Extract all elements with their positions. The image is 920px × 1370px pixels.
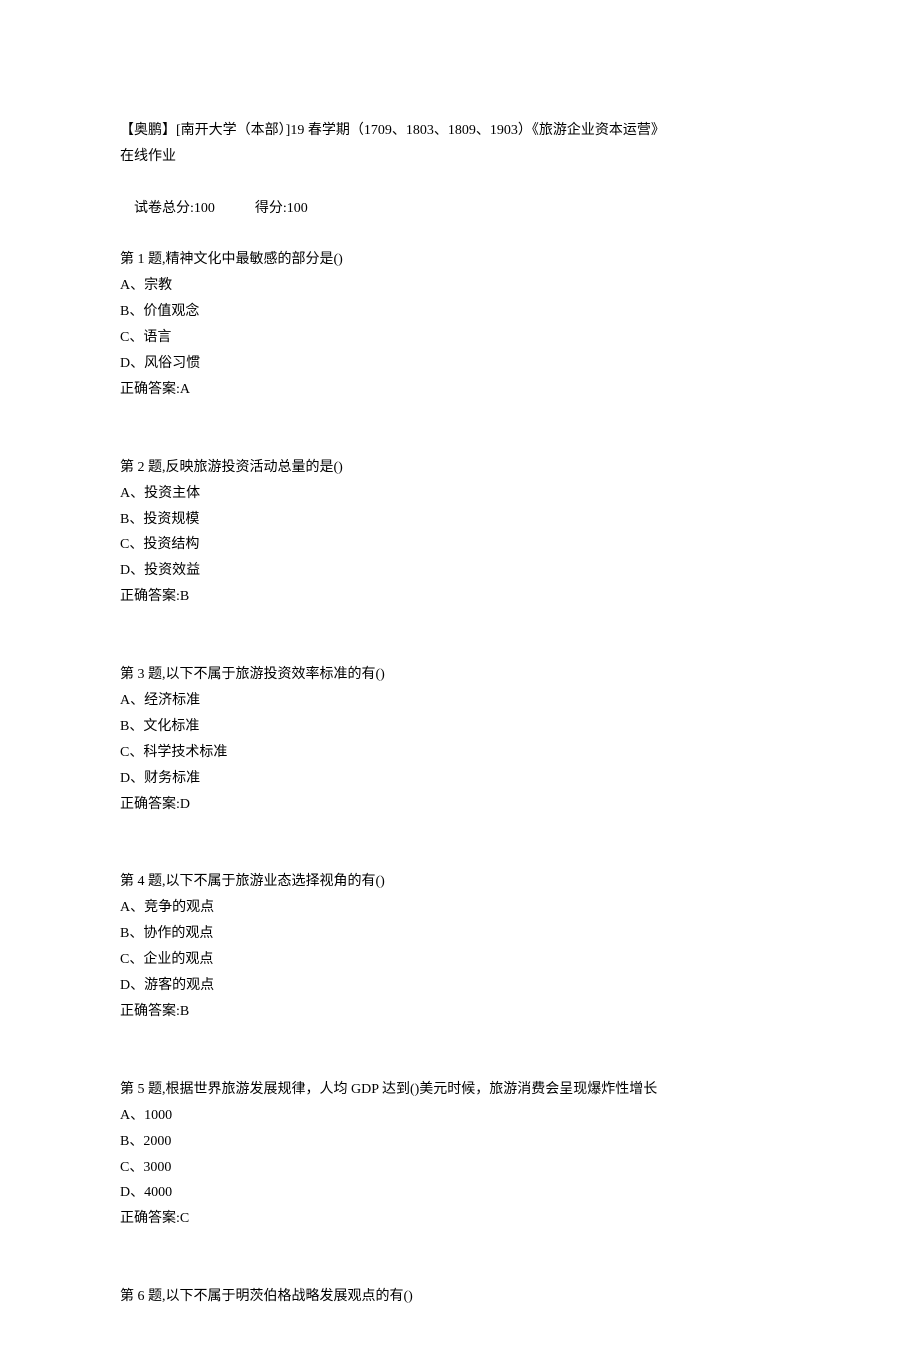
question-option: D、4000 [120,1180,800,1206]
question-option: C、科学技术标准 [120,740,800,766]
question-option: B、协作的观点 [120,921,800,947]
document-page: 【奥鹏】[南开大学（本部）]19 春学期（1709、1803、1809、1903… [0,0,920,1370]
question-option: C、3000 [120,1155,800,1181]
question-option: B、文化标准 [120,714,800,740]
question-answer: 正确答案:A [120,377,800,403]
question-option: A、竞争的观点 [120,895,800,921]
score-line: 试卷总分:100 得分:100 [120,170,800,248]
question-option: B、投资规模 [120,507,800,533]
question-answer: 正确答案:B [120,584,800,610]
question-block: 第 3 题,以下不属于旅游投资效率标准的有()A、经济标准B、文化标准C、科学技… [120,662,800,817]
question-prompt: 第 5 题,根据世界旅游发展规律，人均 GDP 达到()美元时候，旅游消费会呈现… [120,1077,800,1103]
question-option: C、企业的观点 [120,947,800,973]
question-block: 第 6 题,以下不属于明茨伯格战略发展观点的有() [120,1284,800,1310]
question-block: 第 1 题,精神文化中最敏感的部分是()A、宗教B、价值观念C、语言D、风俗习惯… [120,247,800,402]
question-option: C、投资结构 [120,532,800,558]
question-prompt: 第 6 题,以下不属于明茨伯格战略发展观点的有() [120,1284,800,1310]
question-option: A、宗教 [120,273,800,299]
header-title-line1: 【奥鹏】[南开大学（本部）]19 春学期（1709、1803、1809、1903… [120,118,800,144]
total-score-label: 试卷总分:100 [134,201,215,216]
question-option: D、风俗习惯 [120,351,800,377]
question-answer: 正确答案:C [120,1206,800,1232]
question-option: D、游客的观点 [120,973,800,999]
question-option: D、财务标准 [120,766,800,792]
question-block: 第 4 题,以下不属于旅游业态选择视角的有()A、竞争的观点B、协作的观点C、企… [120,869,800,1024]
question-block: 第 5 题,根据世界旅游发展规律，人均 GDP 达到()美元时候，旅游消费会呈现… [120,1077,800,1232]
question-prompt: 第 4 题,以下不属于旅游业态选择视角的有() [120,869,800,895]
question-prompt: 第 1 题,精神文化中最敏感的部分是() [120,247,800,273]
question-option: D、投资效益 [120,558,800,584]
question-answer: 正确答案:D [120,792,800,818]
question-option: A、经济标准 [120,688,800,714]
result-score-label: 得分:100 [255,201,308,216]
question-block: 第 2 题,反映旅游投资活动总量的是()A、投资主体B、投资规模C、投资结构D、… [120,455,800,610]
question-prompt: 第 2 题,反映旅游投资活动总量的是() [120,455,800,481]
header-title-line2: 在线作业 [120,144,800,170]
questions-container: 第 1 题,精神文化中最敏感的部分是()A、宗教B、价值观念C、语言D、风俗习惯… [120,247,800,1310]
question-option: B、2000 [120,1129,800,1155]
question-option: B、价值观念 [120,299,800,325]
question-option: A、1000 [120,1103,800,1129]
question-prompt: 第 3 题,以下不属于旅游投资效率标准的有() [120,662,800,688]
question-option: C、语言 [120,325,800,351]
question-answer: 正确答案:B [120,999,800,1025]
question-option: A、投资主体 [120,481,800,507]
